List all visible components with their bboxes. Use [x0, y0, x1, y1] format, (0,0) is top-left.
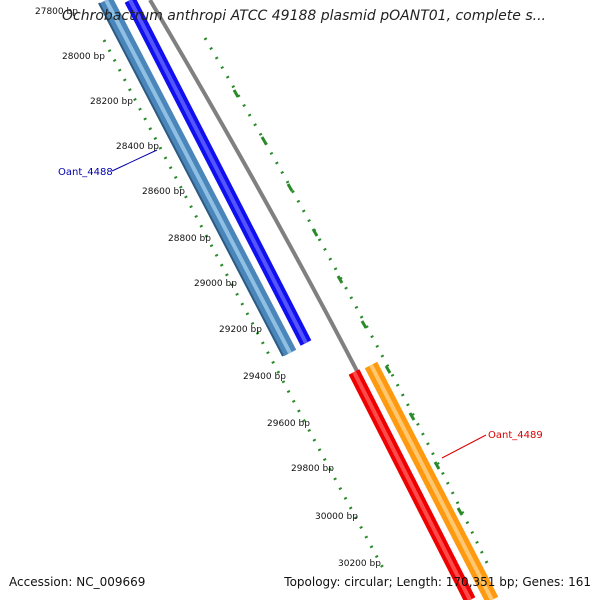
tick-label: 28800 bp: [168, 234, 211, 244]
map-title: Ochrobactrum anthropi ATCC 49188 plasmid…: [62, 8, 546, 24]
tick-label: 29400 bp: [243, 372, 286, 382]
gene-oant-4489-highlight: [352, 371, 472, 600]
tick-label: 29000 bp: [194, 279, 237, 289]
tick-label: 27800 bp: [35, 7, 78, 17]
cds-oant-4488-edge: [98, 2, 284, 357]
tick-label: 28200 bp: [90, 97, 133, 107]
tick-label: 28000 bp: [62, 52, 105, 62]
oant-4488-leader: [111, 149, 158, 172]
accession-text: Accession: NC_009669: [9, 575, 146, 589]
tick-label: 29200 bp: [219, 325, 262, 335]
oant-4489-leader: [441, 434, 487, 459]
summary-text: Topology: circular; Length: 170,351 bp; …: [284, 575, 591, 589]
cds-oant-4489-highlight: [369, 364, 494, 600]
tick-label: 29600 bp: [267, 419, 310, 429]
tick-label: 30000 bp: [315, 512, 358, 522]
tick-label: 29800 bp: [291, 464, 334, 474]
major-ticks: [232, 89, 464, 516]
cds-oant-4488-highlight: [104, 0, 292, 354]
gene-label-oant-4488[interactable]: Oant_4488: [58, 167, 113, 178]
tick-labels: 27800 bp 28000 bp 28200 bp 28400 bp 28600 bp…: [35, 7, 381, 569]
tick-ring-outer: [203, 37, 490, 566]
gene-label-oant-4489[interactable]: Oant_4489: [488, 430, 543, 441]
gene-oant-4488-highlight: [128, 0, 308, 344]
tick-label: 28600 bp: [142, 187, 185, 197]
tick-label: 28400 bp: [116, 142, 159, 152]
tick-ring-inner: [102, 39, 386, 571]
tick-label: 30200 bp: [338, 559, 381, 569]
